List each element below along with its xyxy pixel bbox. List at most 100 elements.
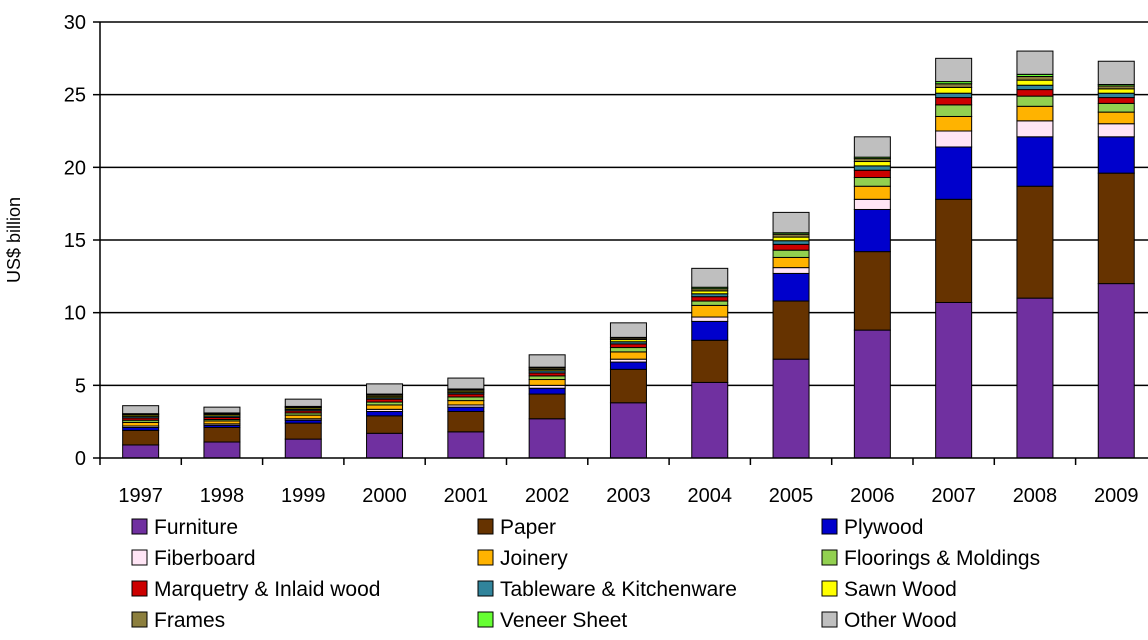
bar-segment-joinery-2005 <box>772 256 810 269</box>
bar-segment-joinery-2007 <box>935 115 973 132</box>
bar-segment-sawn-wood-2007 <box>935 86 973 94</box>
bar-segment-furniture-1998 <box>203 441 241 459</box>
y-tick-label: 25 <box>64 85 86 107</box>
bar-segment-fiberboard-2006 <box>853 198 891 210</box>
bar-segment-joinery-2002 <box>528 379 566 386</box>
bar-segment-furniture-2005 <box>772 358 810 459</box>
bar-segment-joinery-2003 <box>609 351 647 360</box>
legend-swatch-other-wood <box>821 611 838 628</box>
bar-segment-floorings-moldings-2007 <box>935 104 973 117</box>
legend-swatch-plywood <box>821 518 838 535</box>
bar-segment-paper-2000 <box>366 415 404 434</box>
legend-label-joinery: Joinery <box>500 547 568 570</box>
legend-label-fiberboard: Fiberboard <box>154 547 256 570</box>
legend-swatch-paper <box>477 518 494 535</box>
bar-segment-fiberboard-2008 <box>1016 120 1054 138</box>
bar-segment-other-wood-2007 <box>935 57 973 83</box>
bar-segment-marquetry-inlaid-wood-2009 <box>1097 97 1135 104</box>
bar-segment-other-wood-1998 <box>203 406 241 414</box>
legend-swatch-veneer-sheet <box>477 611 494 628</box>
bars <box>122 50 1135 459</box>
bar-segment-floorings-moldings-2004 <box>691 300 729 306</box>
bar-segment-fiberboard-2007 <box>935 130 973 148</box>
bar-segment-other-wood-1997 <box>122 405 160 415</box>
x-tick-label: 1998 <box>200 485 245 507</box>
bar-segment-floorings-moldings-2006 <box>853 177 891 187</box>
bar-segment-plywood-2001 <box>447 406 485 412</box>
bar-segment-furniture-2004 <box>691 381 729 459</box>
bar-segment-other-wood-2002 <box>528 354 566 368</box>
bar-segment-other-wood-2004 <box>691 267 729 288</box>
axes: 0 5 10 15 20 25 30 1997 1998 1999 2000 2001 2002 2003… <box>64 12 1148 507</box>
bar-segment-marquetry-inlaid-wood-2004 <box>691 296 729 302</box>
bar-segment-tableware-kitchenware-2005 <box>772 240 810 245</box>
bar-segment-paper-2004 <box>691 339 729 383</box>
bar-segment-other-wood-2009 <box>1097 60 1135 85</box>
bar-segment-plywood-2006 <box>853 208 891 253</box>
bar-segment-paper-2002 <box>528 393 566 420</box>
bar-segment-marquetry-inlaid-wood-2006 <box>853 169 891 179</box>
bar-segment-paper-2005 <box>772 300 810 360</box>
bar-segment-plywood-2008 <box>1016 136 1054 187</box>
bar-segment-floorings-moldings-2003 <box>609 347 647 353</box>
bar-segment-floorings-moldings-2002 <box>528 375 566 381</box>
legend-swatch-floorings-moldings <box>821 549 838 566</box>
y-tick-label: 5 <box>75 375 86 397</box>
legend-label-marquetry-inlaid-wood: Marquetry & Inlaid wood <box>154 578 380 601</box>
bar-segment-sawn-wood-2008 <box>1016 79 1054 86</box>
bar-segment-furniture-2003 <box>609 402 647 459</box>
y-tick-label: 30 <box>64 12 86 34</box>
legend-label-other-wood: Other Wood <box>844 609 957 632</box>
bar-segment-joinery-2008 <box>1016 105 1054 122</box>
bar-segment-paper-2007 <box>935 198 973 303</box>
bar-segment-paper-2001 <box>447 410 485 433</box>
bar-segment-other-wood-2000 <box>366 383 404 395</box>
legend-label-paper: Paper <box>500 516 556 539</box>
bar-segment-furniture-2000 <box>366 432 404 459</box>
x-tick-label: 2008 <box>1013 485 1058 507</box>
x-tick-label: 2004 <box>688 485 733 507</box>
bar-segment-paper-2003 <box>609 368 647 404</box>
bar-segment-furniture-2006 <box>853 329 891 459</box>
x-tick-label: 1999 <box>281 485 326 507</box>
bar-segment-other-wood-2006 <box>853 136 891 158</box>
x-tick-label: 2000 <box>362 485 407 507</box>
bar-segment-fiberboard-2004 <box>691 316 729 322</box>
bar-segment-furniture-2007 <box>935 301 973 459</box>
legend-swatch-fiberboard <box>131 549 148 566</box>
legend-label-veneer-sheet: Veneer Sheet <box>500 609 627 632</box>
legend-swatch-sawn-wood <box>821 580 838 597</box>
bar-segment-sawn-wood-2006 <box>853 161 891 167</box>
bar-segment-paper-2006 <box>853 251 891 331</box>
legend-swatch-marquetry-inlaid-wood <box>131 580 148 597</box>
bar-segment-floorings-moldings-2008 <box>1016 95 1054 107</box>
legend-label-sawn-wood: Sawn Wood <box>844 578 957 601</box>
bar-segment-plywood-2005 <box>772 272 810 302</box>
legend-label-tableware-kitchenware: Tableware & Kitchenware <box>500 578 737 601</box>
bar-segment-paper-1999 <box>284 422 322 440</box>
x-tick-label: 2007 <box>931 485 976 507</box>
bar-segment-plywood-2009 <box>1097 136 1135 174</box>
y-tick-label: 10 <box>64 303 86 325</box>
bar-segment-marquetry-inlaid-wood-2008 <box>1016 89 1054 97</box>
bar-segment-furniture-2008 <box>1016 297 1054 459</box>
bar-segment-other-wood-2008 <box>1016 50 1054 75</box>
bar-segment-paper-2009 <box>1097 172 1135 285</box>
bar-segment-paper-1997 <box>122 429 160 446</box>
bar-segment-paper-1998 <box>203 426 241 443</box>
x-tick-label: 2001 <box>444 485 489 507</box>
bar-segment-marquetry-inlaid-wood-2005 <box>772 243 810 251</box>
legend-swatch-frames <box>131 611 148 628</box>
bar-segment-fiberboard-2005 <box>772 267 810 274</box>
bar-segment-joinery-2000 <box>366 404 404 410</box>
bar-segment-joinery-1997 <box>122 421 160 427</box>
bar-segment-floorings-moldings-2009 <box>1097 102 1135 113</box>
bar-segment-plywood-2000 <box>366 410 404 417</box>
bar-segment-other-wood-2003 <box>609 322 647 338</box>
bar-segment-furniture-2002 <box>528 418 566 459</box>
bar-segment-floorings-moldings-2001 <box>447 396 485 402</box>
bar-segment-marquetry-inlaid-wood-2003 <box>609 343 647 349</box>
bar-segment-sawn-wood-2005 <box>772 236 810 242</box>
